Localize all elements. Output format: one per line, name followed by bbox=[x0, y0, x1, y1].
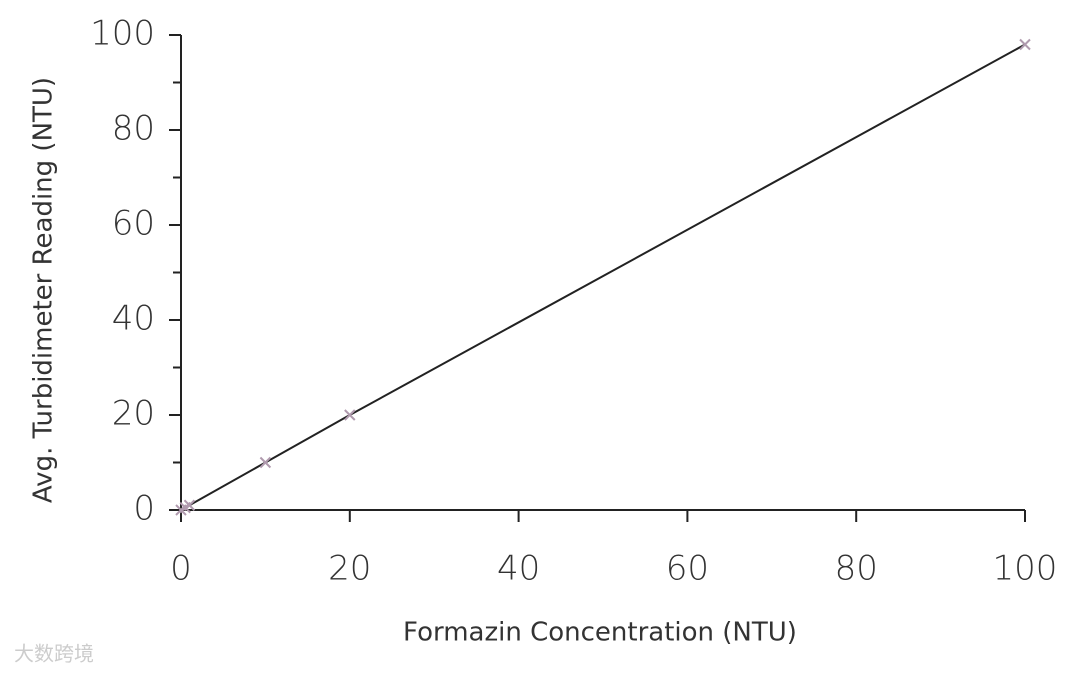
x-tick-label: 80 bbox=[835, 549, 878, 589]
point bbox=[344, 409, 356, 421]
x-tick-label: 0 bbox=[170, 549, 192, 589]
x-tick-label: 40 bbox=[497, 549, 540, 589]
y-tick-label: 40 bbox=[112, 299, 155, 339]
y-tick-label: 60 bbox=[112, 204, 155, 244]
x-tick-label: 60 bbox=[666, 549, 709, 589]
y-tick-label: 20 bbox=[112, 394, 155, 434]
point bbox=[259, 456, 272, 469]
point bbox=[1019, 38, 1031, 51]
x-axis-label: Formazin Concentration (NTU) bbox=[403, 618, 797, 648]
x-tick-label: 20 bbox=[328, 549, 371, 589]
y-axis-label: Avg. Turbidimeter Reading (NTU) bbox=[29, 77, 59, 503]
series-line bbox=[180, 43, 1026, 511]
point bbox=[183, 499, 196, 511]
y-tick-label: 80 bbox=[112, 109, 155, 149]
x-tick-label: 100 bbox=[993, 549, 1058, 589]
y-tick-label: 100 bbox=[90, 14, 155, 54]
watermark: 大数跨境 bbox=[14, 642, 94, 666]
y-tick-label: 0 bbox=[133, 489, 155, 529]
